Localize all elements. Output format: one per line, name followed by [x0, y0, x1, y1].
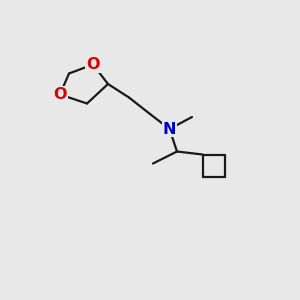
Text: O: O: [53, 87, 67, 102]
Text: O: O: [86, 57, 100, 72]
Text: N: N: [163, 122, 176, 136]
